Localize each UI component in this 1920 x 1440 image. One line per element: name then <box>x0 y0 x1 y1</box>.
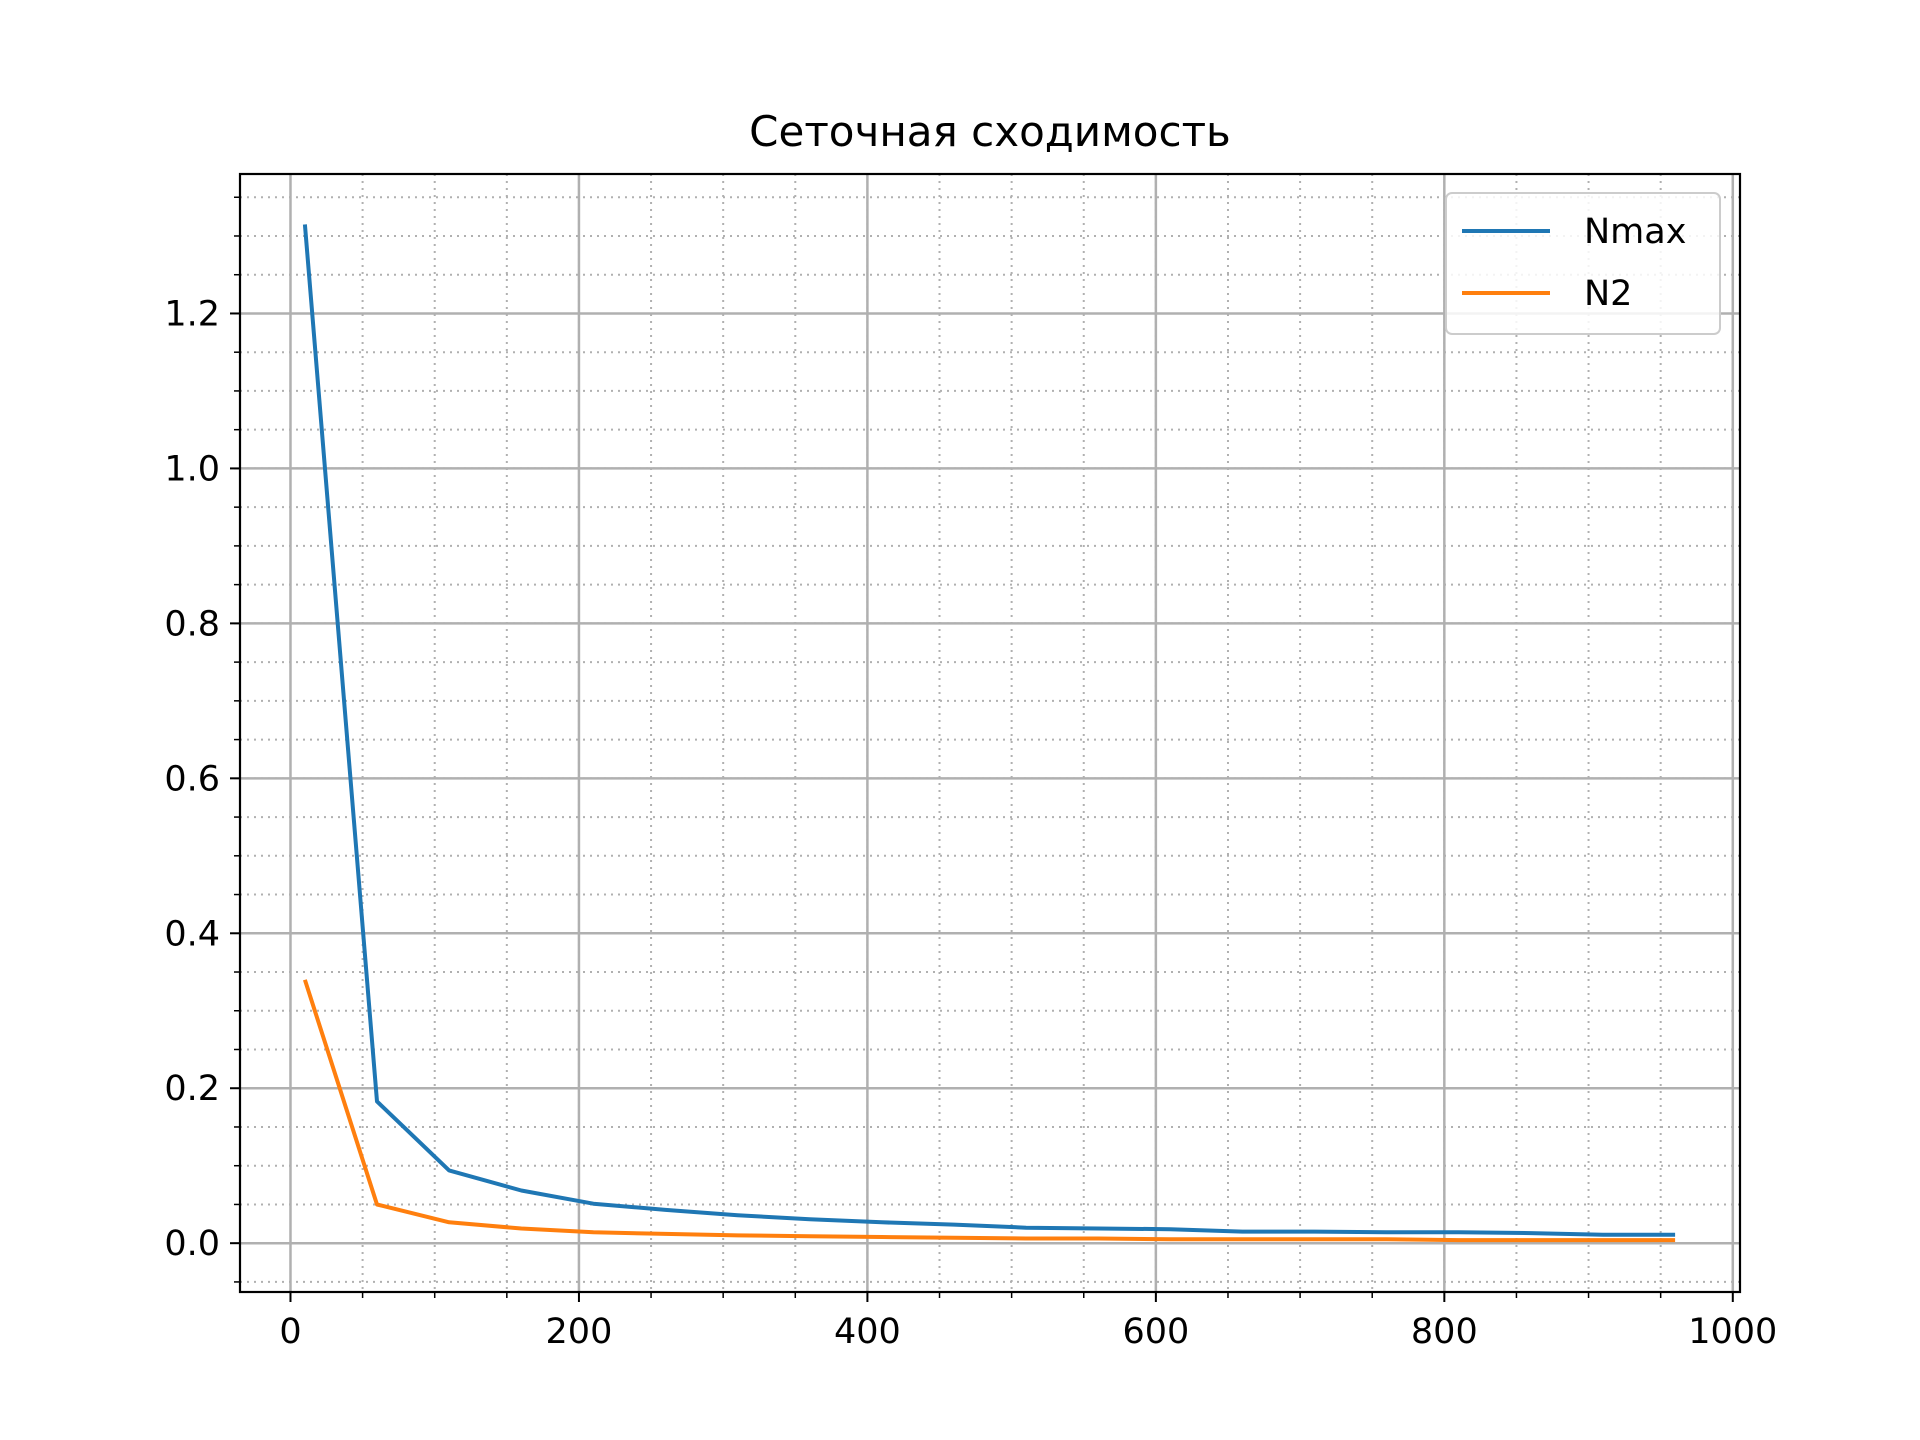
legend-label-nmax: Nmax <box>1584 212 1686 252</box>
x-tick-label: 1000 <box>1688 1312 1777 1352</box>
major-grid <box>240 174 1740 1292</box>
y-tick-label: 0.4 <box>164 914 220 954</box>
y-tick-label: 0.0 <box>164 1224 220 1264</box>
x-tick-label: 600 <box>1122 1312 1189 1352</box>
x-tick-label: 800 <box>1411 1312 1478 1352</box>
legend-label-n2: N2 <box>1584 274 1632 314</box>
legend-box <box>1445 192 1721 335</box>
legend: Nmax N2 <box>1445 192 1721 335</box>
series-line-nmax <box>302 224 1676 1237</box>
chart-title: Сеточная сходимость <box>749 107 1231 156</box>
y-tick-label: 0.2 <box>164 1069 220 1109</box>
minor-grid <box>240 174 1740 1292</box>
y-tick-label: 0.8 <box>164 604 220 644</box>
x-tick-label: 0 <box>279 1312 301 1352</box>
axis-ticks <box>230 196 1734 1302</box>
plot-frame <box>238 172 1742 1294</box>
series-line-n2 <box>302 979 1676 1243</box>
y-tick-label: 1.2 <box>164 294 220 334</box>
y-tick-label: 1.0 <box>164 449 220 489</box>
y-tick-label: 0.6 <box>164 759 220 799</box>
x-tick-label: 400 <box>834 1312 901 1352</box>
series-layer <box>302 224 1676 1243</box>
x-tick-label: 200 <box>546 1312 613 1352</box>
tick-labels: 0 200 400 600 800 1000 0.0 0.2 0.4 0.6 0.8 1.0 1.2 <box>164 294 1777 1352</box>
